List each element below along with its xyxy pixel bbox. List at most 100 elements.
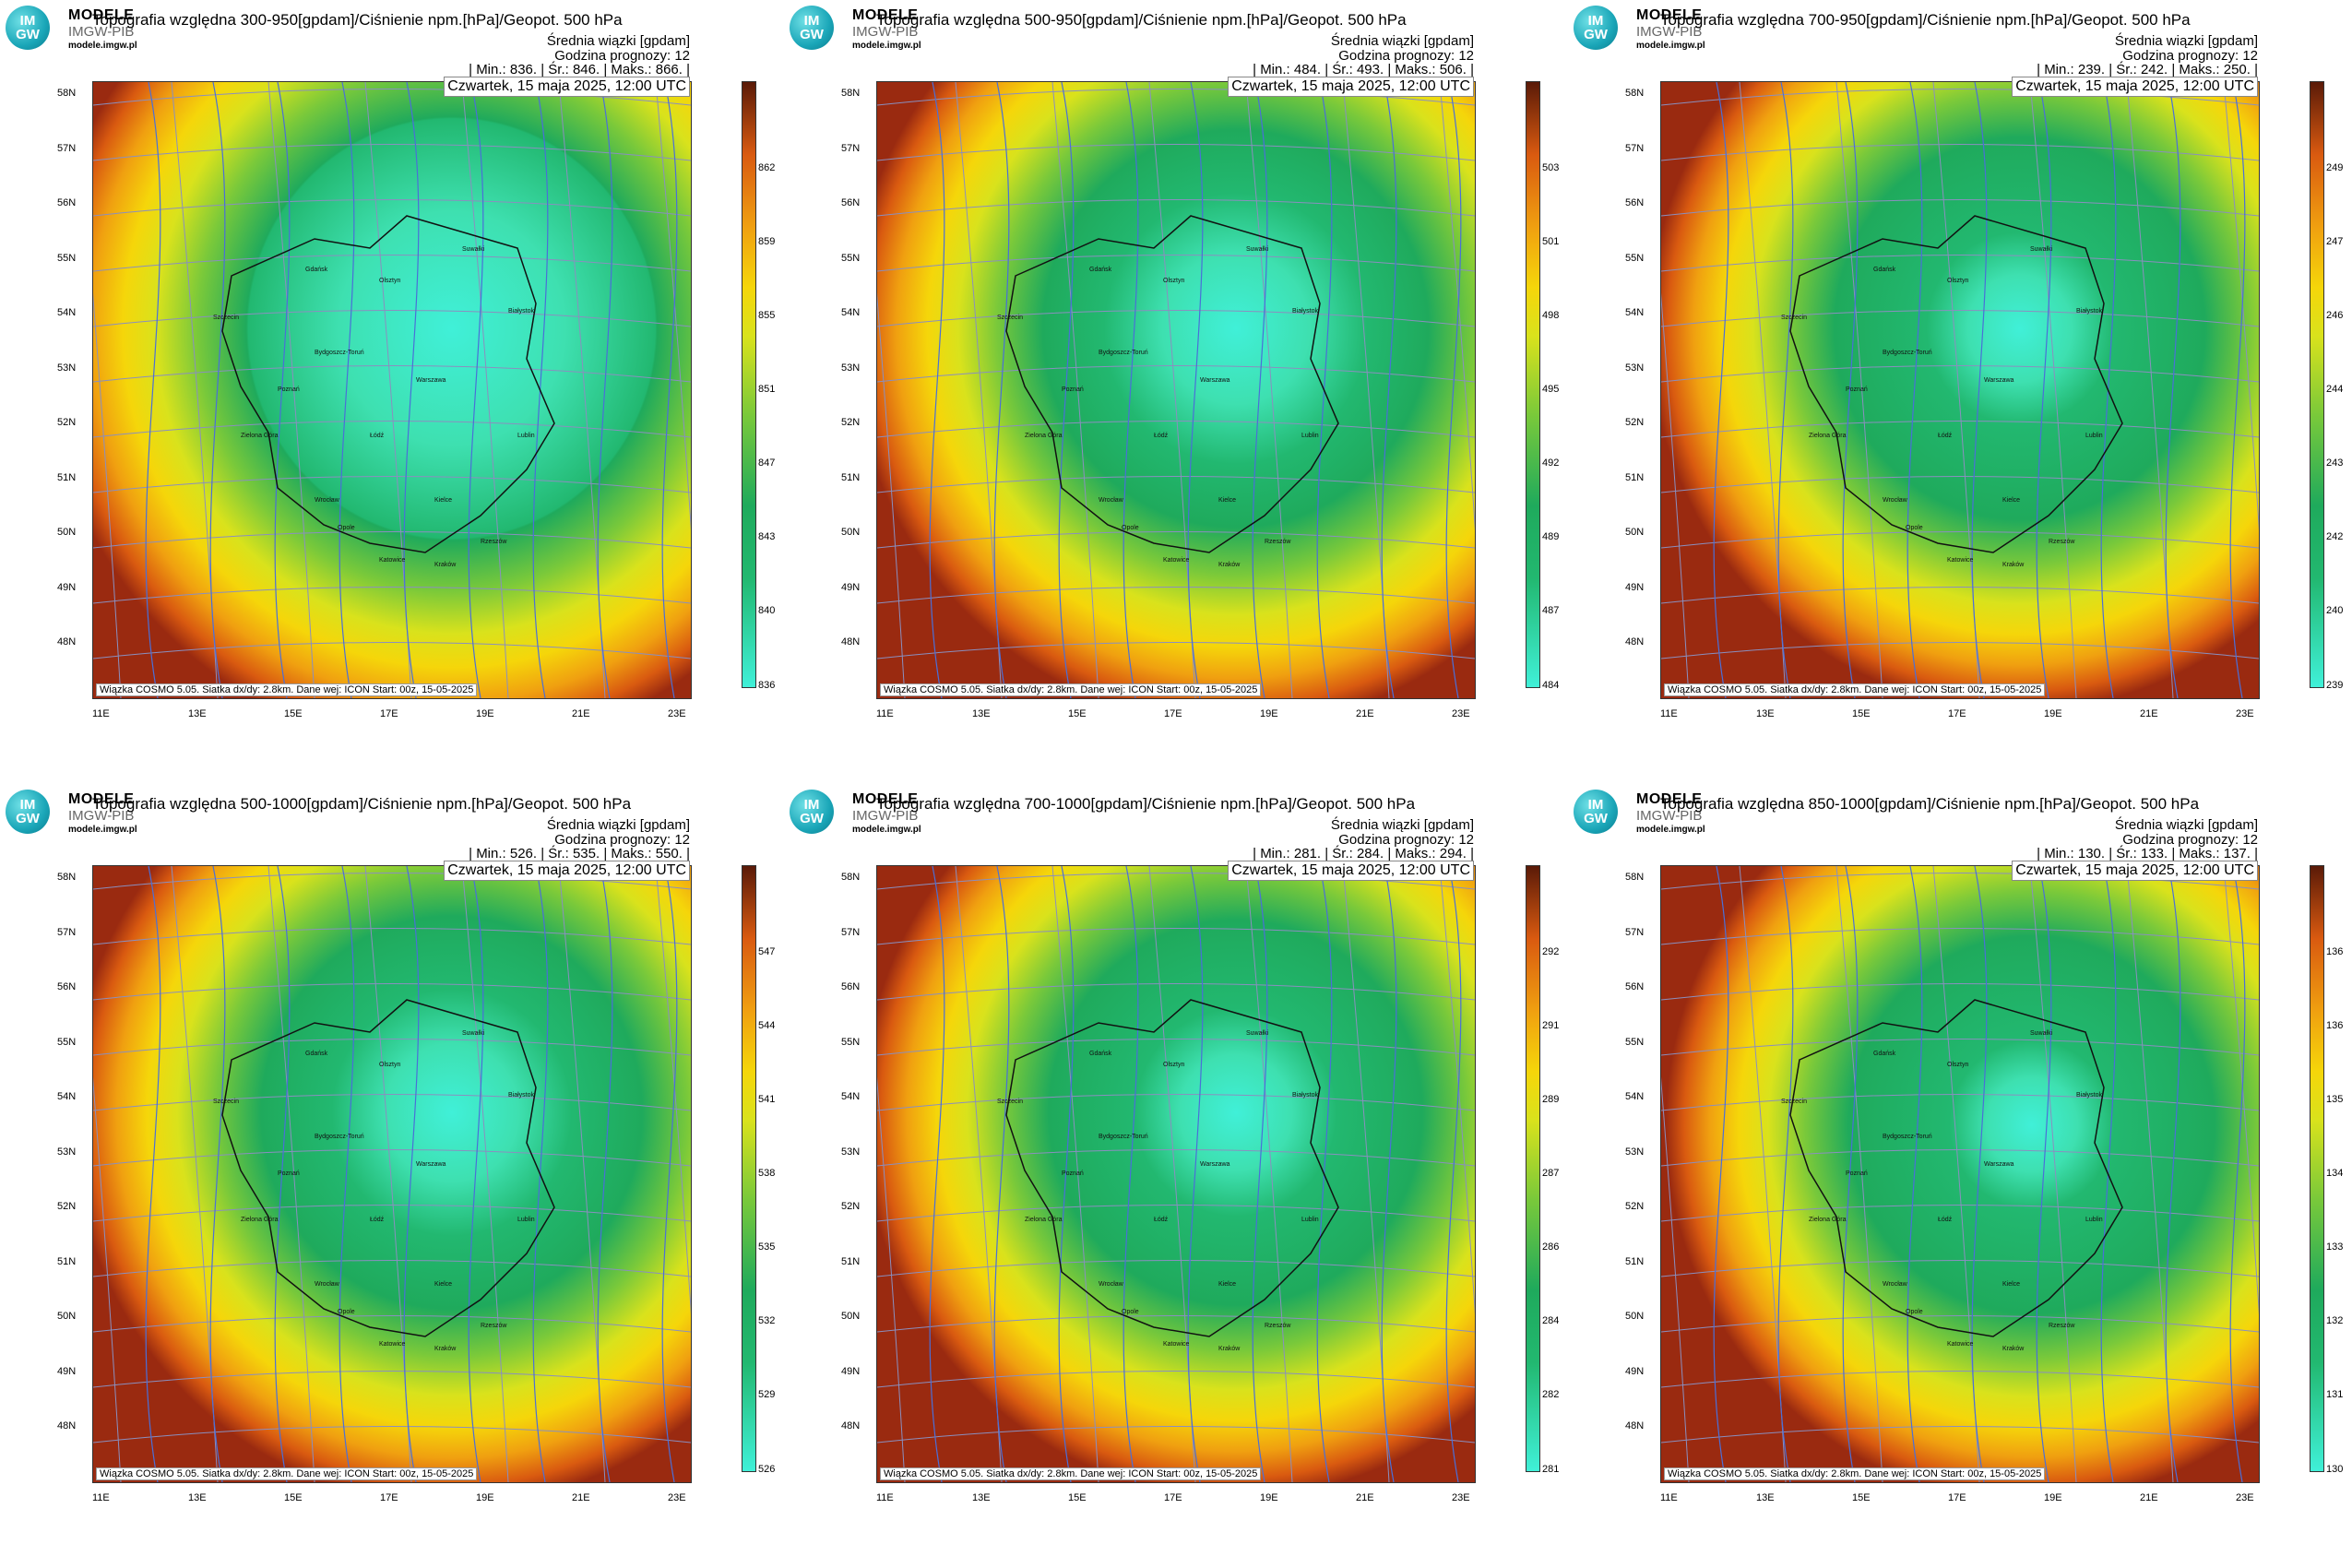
meridian-line: [267, 866, 315, 1482]
thickness-shading: [1661, 866, 2259, 1482]
city-label: Wrocław: [1099, 497, 1123, 504]
parallel-line: [1661, 1149, 2259, 1167]
latitude-label: 58N: [841, 88, 861, 99]
city-label: Kraków: [434, 1346, 457, 1352]
isobar-line: [2036, 82, 2052, 698]
thickness-field: [93, 866, 691, 1482]
parallel-line: [877, 310, 1475, 327]
city-label: Rzeszów: [481, 539, 507, 545]
isobar-line: [2165, 82, 2181, 698]
latitude-label: 53N: [1625, 1146, 1645, 1158]
field-stats: | Min.: 281. | Śr.: 284. | Maks.: 294. |: [1253, 846, 1474, 861]
parallel-line: [877, 1426, 1475, 1443]
longitude-label: 13E: [972, 1492, 991, 1503]
city-label: Białystok: [1292, 1092, 1319, 1099]
color-bar-tick: 487: [1542, 605, 1560, 616]
city-label: Szczecin: [213, 315, 240, 321]
city-label: Białystok: [508, 308, 535, 315]
latitude-label: 51N: [57, 471, 77, 483]
isobar-line: [1381, 866, 1397, 1482]
city-label: Zielona Góra: [1809, 433, 1847, 439]
latitude-label: 54N: [841, 307, 861, 318]
isobar-line: [1842, 82, 1859, 698]
isobar-line: [468, 866, 484, 1482]
isobar-line: [1445, 82, 1462, 698]
longitude-label: 19E: [476, 1492, 494, 1503]
map-panel: IM GW MODELE IMGW-PIB modele.imgw.pl Topograf…: [1568, 0, 2352, 784]
imgw-logo: IM GW MODELE IMGW-PIB modele.imgw.pl: [1574, 790, 1813, 836]
logo-badge-bottom: GW: [16, 811, 40, 826]
longitude-label: 15E: [1068, 708, 1087, 719]
thickness-shading: [1661, 82, 2259, 698]
longitude-label: 21E: [1356, 708, 1374, 719]
parallel-line: [93, 1315, 691, 1333]
color-bar-tick: 133: [2326, 1241, 2344, 1253]
logo-badge-top: IM: [1587, 797, 1604, 813]
city-label: Poznań: [1846, 386, 1868, 393]
meridian-line: [2029, 866, 2077, 1482]
logo-badge-bottom: GW: [800, 811, 824, 826]
latitude-label: 54N: [57, 307, 77, 318]
field-stats: | Min.: 239. | Śr.: 242. | Maks.: 250. |: [2037, 62, 2258, 77]
valid-date: Czwartek, 15 maja 2025, 12:00 UTC: [1228, 77, 1474, 97]
logo-badge-bottom: GW: [800, 27, 824, 42]
longitude-label: 11E: [876, 1492, 894, 1503]
panel-title: Topografia względna 700-950[gpdam]/Ciśni…: [1660, 11, 2191, 29]
thickness-map: Gdańsk Olsztyn Suwałki Białystok Szczecin Byd…: [876, 81, 1476, 699]
logo-brand: MODELE: [852, 791, 919, 807]
meridian-line: [2223, 82, 2259, 531]
city-label: Gdańsk: [1089, 1051, 1112, 1057]
latitude-label: 48N: [57, 636, 77, 647]
parallel-line: [877, 1371, 1475, 1388]
parallel-line: [93, 310, 691, 327]
color-bar-tick: 859: [758, 236, 776, 247]
city-label: Suwałki: [1246, 1030, 1269, 1037]
parallel-line: [93, 983, 691, 1001]
latitude-label: 58N: [57, 872, 77, 883]
city-label: Lublin: [1301, 433, 1319, 439]
isobar-line: [1842, 866, 1859, 1482]
logo-badge-top: IM: [1587, 13, 1604, 29]
parallel-line: [93, 144, 691, 161]
imgw-logo-badge: IM GW: [6, 6, 50, 50]
imgw-logo: IM GW MODELE IMGW-PIB modele.imgw.pl: [6, 6, 245, 52]
isobar-line: [929, 82, 945, 698]
parallel-line: [1661, 199, 2259, 217]
logo-badge-bottom: GW: [1584, 27, 1608, 42]
parallel-line: [93, 255, 691, 272]
latitude-label: 53N: [1625, 362, 1645, 374]
logo-badge-top: IM: [19, 797, 36, 813]
meridian-line: [1835, 866, 1883, 1482]
city-label: Katowice: [379, 557, 406, 564]
logo-brand: MODELE: [68, 7, 135, 23]
city-label: Kraków: [434, 562, 457, 568]
city-label: Warszawa: [1984, 377, 2014, 384]
color-bar: [742, 865, 756, 1472]
isobar-line: [468, 82, 484, 698]
isobar-line: [929, 866, 945, 1482]
latitude-label: 56N: [57, 981, 77, 992]
parallel-line: [877, 1039, 1475, 1056]
latitude-label: 50N: [57, 527, 77, 538]
latitude-label: 55N: [57, 1036, 77, 1048]
parallel-line: [93, 1260, 691, 1277]
city-label: Białystok: [1292, 308, 1319, 315]
latitude-label: 58N: [841, 872, 861, 883]
parallel-line: [1661, 310, 2259, 327]
city-label: Poznań: [278, 386, 300, 393]
city-label: Suwałki: [1246, 246, 1269, 253]
color-bar-tick: 535: [758, 1241, 776, 1253]
latitude-label: 52N: [57, 1201, 77, 1212]
valid-date: Czwartek, 15 maja 2025, 12:00 UTC: [1228, 861, 1474, 881]
parallel-line: [93, 1094, 691, 1111]
latitude-label: 52N: [1625, 417, 1645, 428]
parallel-line: [877, 1094, 1475, 1111]
latitude-label: 54N: [1625, 307, 1645, 318]
longitude-label: 17E: [1948, 708, 1966, 719]
parallel-line: [877, 199, 1475, 217]
parallel-line: [877, 1260, 1475, 1277]
meridian-line: [1439, 82, 1475, 531]
isobar-line: [1381, 82, 1397, 698]
latitude-label: 58N: [1625, 872, 1645, 883]
city-label: Suwałki: [2030, 1030, 2053, 1037]
